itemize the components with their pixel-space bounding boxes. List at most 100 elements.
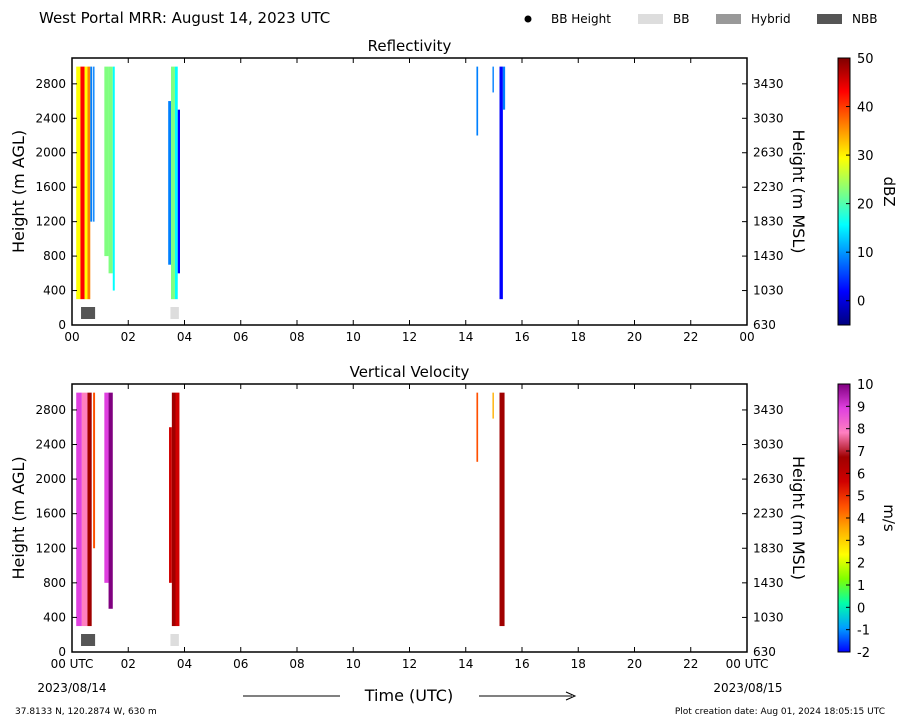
velocity-colorbar-tick-label: 4 — [857, 512, 865, 527]
reflectivity-y-tick-label: 400 — [43, 284, 66, 298]
velocity-precip-column — [93, 392, 96, 549]
reflectivity-precip-column — [108, 66, 113, 274]
legend-bb-height-dot — [524, 15, 532, 23]
legend-hybrid-swatch — [716, 14, 741, 24]
velocity-y-tick-label: 2000 — [35, 472, 66, 486]
velocity-y-axis-label: Height (m AGL) — [9, 456, 28, 579]
reflectivity-y-right-tick-label: 2230 — [753, 180, 784, 194]
velocity-y-right-tick-label: 2230 — [753, 507, 784, 521]
legend-bb-label: BB — [673, 12, 689, 26]
end-date-label: 2023/08/15 — [713, 681, 782, 695]
reflectivity-y-tick-label: 1200 — [35, 215, 66, 229]
velocity-colorbar-tick-label: 3 — [857, 534, 865, 549]
velocity-y-right-tick-label: 3430 — [753, 403, 784, 417]
velocity-x-tick-label: 22 — [683, 657, 698, 671]
velocity-x-tick-label: 20 — [627, 657, 642, 671]
reflectivity-precip-column — [174, 66, 178, 300]
reflectivity-colorbar-tick-label: 50 — [857, 52, 874, 67]
velocity-x-tick-label: 18 — [571, 657, 586, 671]
reflectivity-precip-column — [90, 66, 93, 222]
reflectivity-colorbar-tick-label: 0 — [857, 295, 865, 310]
reflectivity-precip-column — [104, 66, 109, 257]
reflectivity-y-right-tick-label: 630 — [753, 318, 776, 332]
velocity-y-tick-label: 2400 — [35, 438, 66, 452]
reflectivity-y-right-tick-label: 1030 — [753, 284, 784, 298]
time-arrow-head — [565, 691, 577, 701]
reflectivity-precip-column — [87, 66, 91, 300]
bright-band-nbb-marker — [81, 634, 96, 646]
reflectivity-colorbar-tick-label: 10 — [857, 246, 874, 261]
velocity-y-tick-label: 2800 — [35, 403, 66, 417]
reflectivity-x-tick-label: 10 — [346, 330, 361, 344]
velocity-x-tick-label: 04 — [177, 657, 192, 671]
reflectivity-colorbar-tick-label: 20 — [857, 198, 874, 213]
bright-band-bb-marker — [170, 634, 179, 646]
velocity-colorbar-tick-label: 8 — [857, 423, 865, 438]
velocity-precip-column — [499, 392, 505, 627]
velocity-precip-column — [104, 392, 109, 583]
velocity-colorbar-tick-label: 6 — [857, 467, 865, 482]
reflectivity-colorbar — [837, 57, 851, 326]
velocity-colorbar-tick-label: 10 — [857, 378, 874, 393]
reflectivity-y-right-tick-label: 2630 — [753, 146, 784, 160]
reflectivity-y-right-axis-label: Height (m MSL) — [789, 129, 808, 253]
velocity-y-right-tick-label: 1830 — [753, 541, 784, 555]
reflectivity-x-tick-label: 14 — [458, 330, 473, 344]
reflectivity-y-axis-label: Height (m AGL) — [9, 130, 28, 253]
reflectivity-data-layer — [76, 66, 506, 319]
bright-band-nbb-marker — [81, 307, 96, 319]
creation-date-label: Plot creation date: Aug 01, 2024 18:05:1… — [675, 707, 885, 717]
reflectivity-y-tick-label: 0 — [58, 318, 66, 332]
reflectivity-precip-column — [112, 66, 115, 291]
velocity-y-tick-label: 1200 — [35, 541, 66, 555]
legend-nbb-label: NBB — [852, 12, 877, 26]
velocity-colorbar-tick-label: 9 — [857, 400, 865, 415]
velocity-y-right-tick-label: 2630 — [753, 472, 784, 486]
velocity-precip-column — [476, 392, 479, 462]
reflectivity-x-tick-label: 00 — [739, 330, 754, 344]
reflectivity-precip-column — [502, 66, 506, 110]
legend-bb-height-label: BB Height — [551, 12, 611, 26]
reflectivity-x-tick-label: 00 — [64, 330, 79, 344]
reflectivity-y-right-tick-label: 1430 — [753, 249, 784, 263]
velocity-x-tick-label: 06 — [233, 657, 248, 671]
velocity-y-right-axis-label: Height (m MSL) — [789, 456, 808, 580]
reflectivity-precip-column — [80, 66, 85, 300]
header-legend: BB Height BB Hybrid NBB — [524, 12, 877, 26]
velocity-precip-column — [87, 392, 92, 627]
velocity-panel-title: Vertical Velocity — [350, 363, 470, 381]
velocity-y-right-tick-label: 630 — [753, 645, 776, 659]
velocity-precip-column — [81, 392, 88, 627]
velocity-precip-column — [76, 392, 82, 627]
start-date-label: 2023/08/14 — [37, 681, 106, 695]
velocity-colorbar-tick-label: 1 — [857, 579, 865, 594]
reflectivity-y-tick-label: 800 — [43, 249, 66, 263]
reflectivity-precip-column — [84, 66, 88, 300]
velocity-precip-column — [492, 392, 494, 419]
reflectivity-x-tick-label: 06 — [233, 330, 248, 344]
reflectivity-x-tick-label: 08 — [289, 330, 304, 344]
velocity-y-tick-label: 1600 — [35, 507, 66, 521]
velocity-precip-column — [171, 392, 176, 627]
velocity-x-tick-label: 00 UTC — [726, 657, 769, 671]
velocity-y-right-tick-label: 1030 — [753, 610, 784, 624]
velocity-precip-column — [169, 427, 172, 583]
reflectivity-precip-column — [499, 66, 503, 300]
velocity-x-tick-label: 02 — [121, 657, 136, 671]
reflectivity-y-right-tick-label: 3430 — [753, 77, 784, 91]
reflectivity-y-tick-label: 2400 — [35, 111, 66, 125]
reflectivity-y-right-tick-label: 1830 — [753, 215, 784, 229]
x-axis-label: Time (UTC) — [364, 686, 453, 705]
reflectivity-colorbar-tick-label: 40 — [857, 101, 874, 116]
legend-bb-swatch — [638, 14, 663, 24]
reflectivity-precip-column — [492, 66, 494, 93]
reflectivity-y-right-tick-label: 3030 — [753, 111, 784, 125]
reflectivity-x-tick-label: 22 — [683, 330, 698, 344]
reflectivity-precip-column — [171, 66, 175, 300]
velocity-precip-column — [108, 392, 113, 609]
reflectivity-precip-column — [168, 101, 171, 265]
reflectivity-y-tick-label: 2800 — [35, 77, 66, 91]
